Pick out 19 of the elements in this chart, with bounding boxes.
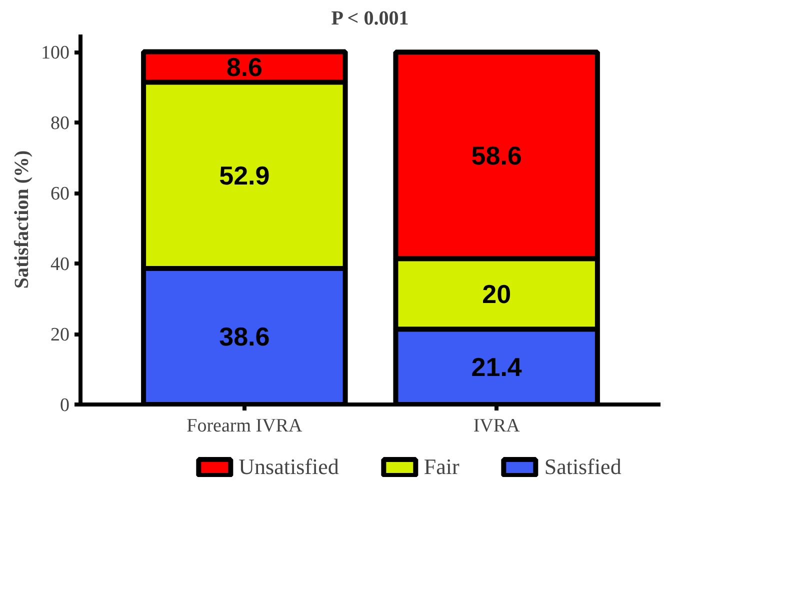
y-tick-label: 100 xyxy=(41,42,70,64)
legend-label: Unsatisfied xyxy=(238,454,339,480)
data-label: 21.4 xyxy=(471,352,522,382)
y-tick-label: 80 xyxy=(50,113,70,134)
data-label: 8.6 xyxy=(226,52,262,82)
y-tick-label: 0 xyxy=(60,395,70,416)
y-tick-label: 60 xyxy=(50,184,70,205)
legend-label: Fair xyxy=(424,454,460,480)
chart-title: P < 0.001 xyxy=(331,8,409,30)
x-tick-label: Forearm IVRA xyxy=(186,416,302,436)
data-label: 52.9 xyxy=(219,160,270,190)
legend-label: Satisfied xyxy=(544,454,622,480)
data-label: 20 xyxy=(482,278,512,309)
data-label: 58.6 xyxy=(471,140,522,170)
y-tick-label: 20 xyxy=(50,324,70,346)
y-axis-title: Satisfaction (%) xyxy=(11,150,33,289)
data-label: 38.6 xyxy=(219,321,270,352)
y-tick-label: 40 xyxy=(50,254,70,276)
x-tick-label: IVRA xyxy=(473,416,520,436)
